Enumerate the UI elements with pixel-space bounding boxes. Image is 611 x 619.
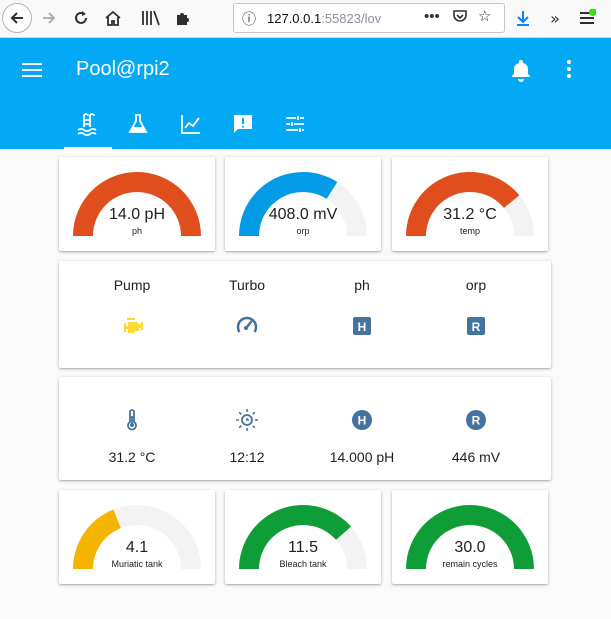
library-icon	[142, 10, 160, 26]
page-actions-icon[interactable]: •••	[424, 8, 440, 25]
tab-history[interactable]	[167, 108, 215, 149]
alert-message-icon	[234, 115, 252, 133]
arrow-left-icon	[10, 12, 23, 24]
gauge-card-ph[interactable]: 14.0 pH ph	[59, 157, 215, 251]
speedometer-icon[interactable]	[235, 314, 259, 338]
state-title: Turbo	[228, 277, 266, 293]
gauge-fill	[73, 509, 121, 569]
double-chevron-icon: »	[550, 8, 560, 28]
chart-line-icon	[181, 115, 200, 134]
gauge-label: orp	[296, 226, 310, 236]
forward-button[interactable]	[36, 5, 62, 31]
tab-chemistry[interactable]	[114, 108, 162, 149]
alpha-h-box-icon[interactable]: H	[350, 314, 374, 338]
notifications-bell-icon[interactable]	[510, 58, 532, 82]
browser-toolbar: ⓘ 127.0.0.1:55823/lov ••• ☆ »	[0, 0, 611, 38]
gauge-card-orp[interactable]: 408.0 mV orp	[225, 157, 381, 251]
flask-icon	[128, 114, 148, 133]
gauge-arc	[239, 172, 367, 236]
svg-text:R: R	[472, 320, 481, 334]
gauge-fill	[239, 172, 338, 236]
gauge-card-temp[interactable]: 31.2 °C temp	[392, 157, 548, 251]
home-icon	[105, 10, 121, 26]
reload-button[interactable]	[68, 5, 94, 31]
download-icon	[517, 11, 529, 26]
gauge-fill	[406, 172, 520, 236]
home-button[interactable]	[100, 5, 126, 31]
gauge-fill	[406, 505, 534, 569]
svg-text:H: H	[358, 414, 367, 428]
state-title: orp	[465, 277, 487, 293]
url-bar[interactable]: ⓘ 127.0.0.1:55823/lov ••• ☆	[233, 3, 505, 33]
gauge-label: temp	[459, 226, 480, 236]
sensors-card: H R 31.2 °C 12:12 14.000 pH 446 mV	[59, 377, 551, 480]
puzzle-icon	[177, 13, 189, 25]
app-menu-button[interactable]	[574, 5, 600, 31]
alpha-r-box-icon[interactable]: R	[464, 314, 488, 338]
gauge-label: Muriatic tank	[111, 559, 163, 569]
overflow-button[interactable]: »	[542, 5, 568, 31]
gauge-value: 30.0	[454, 539, 486, 556]
pool-icon	[77, 113, 97, 136]
gauge-arc	[239, 505, 367, 569]
gauge-label: remain cycles	[442, 559, 498, 569]
sensor-value-time[interactable]: 12:12	[229, 449, 265, 465]
app-header: Pool@rpi2	[0, 38, 611, 149]
gauge-arc	[406, 505, 534, 569]
svg-text:H: H	[358, 320, 367, 334]
state-ph[interactable]: ph	[304, 277, 420, 293]
hamburger-icon	[580, 9, 596, 24]
tune-icon	[286, 116, 304, 132]
gauge-value: 31.2 °C	[443, 206, 497, 223]
gauge-label: ph	[131, 226, 142, 236]
gauge-arc	[406, 172, 534, 236]
library-button[interactable]	[138, 5, 164, 31]
tab-settings[interactable]	[271, 108, 319, 149]
downloads-button[interactable]	[510, 5, 536, 31]
sensor-value-temp[interactable]: 31.2 °C	[108, 449, 156, 465]
state-orp[interactable]: orp	[418, 277, 534, 293]
reload-icon	[75, 11, 87, 24]
sun-clock-icon[interactable]	[235, 408, 259, 432]
gauge-value: 14.0 pH	[108, 206, 166, 223]
info-icon[interactable]: ⓘ	[242, 11, 256, 27]
state-title: Pump	[113, 277, 151, 293]
state-turbo[interactable]: Turbo	[189, 277, 305, 293]
sensor-value-ph[interactable]: 14.000 pH	[329, 449, 395, 465]
state-title: ph	[354, 277, 370, 293]
tab-alerts[interactable]	[219, 108, 267, 149]
page-title: Pool@rpi2	[76, 58, 170, 80]
gauge-label: Bleach tank	[279, 559, 327, 569]
bookmark-star-icon[interactable]: ☆	[478, 8, 492, 25]
gauge-card-bleach[interactable]: 11.5 Bleach tank	[225, 490, 381, 584]
gauge-fill	[239, 505, 352, 569]
thermometer-icon[interactable]	[120, 408, 144, 432]
svg-text:R: R	[472, 414, 481, 428]
tab-pool[interactable]	[64, 108, 112, 149]
url-text[interactable]: 127.0.0.1:55823/lov	[267, 11, 382, 26]
state-pump[interactable]: Pump	[74, 277, 190, 293]
gauge-fill	[73, 172, 201, 236]
gauge-value: 11.5	[288, 539, 318, 556]
alpha-r-circle-icon[interactable]: R	[464, 408, 488, 432]
arrow-right-icon	[43, 12, 56, 24]
engine-icon[interactable]	[120, 314, 144, 338]
back-button[interactable]	[2, 3, 32, 33]
gauge-card-cycles[interactable]: 30.0 remain cycles	[392, 490, 548, 584]
extensions-button[interactable]	[170, 5, 196, 31]
states-card: Pump Turbo ph H orp R	[59, 261, 551, 368]
gauge-value: 4.1	[125, 539, 149, 556]
more-vert-icon[interactable]	[565, 60, 573, 82]
menu-icon[interactable]	[22, 63, 42, 79]
pocket-icon[interactable]	[452, 8, 468, 28]
gauge-card-muriatic[interactable]: 4.1 Muriatic tank	[59, 490, 215, 584]
gauge-value: 408.0 mV	[268, 206, 338, 223]
alpha-h-circle-icon[interactable]: H	[350, 408, 374, 432]
sensor-value-orp[interactable]: 446 mV	[451, 449, 501, 465]
gauge-arc	[73, 172, 201, 236]
gauge-arc	[73, 505, 201, 569]
